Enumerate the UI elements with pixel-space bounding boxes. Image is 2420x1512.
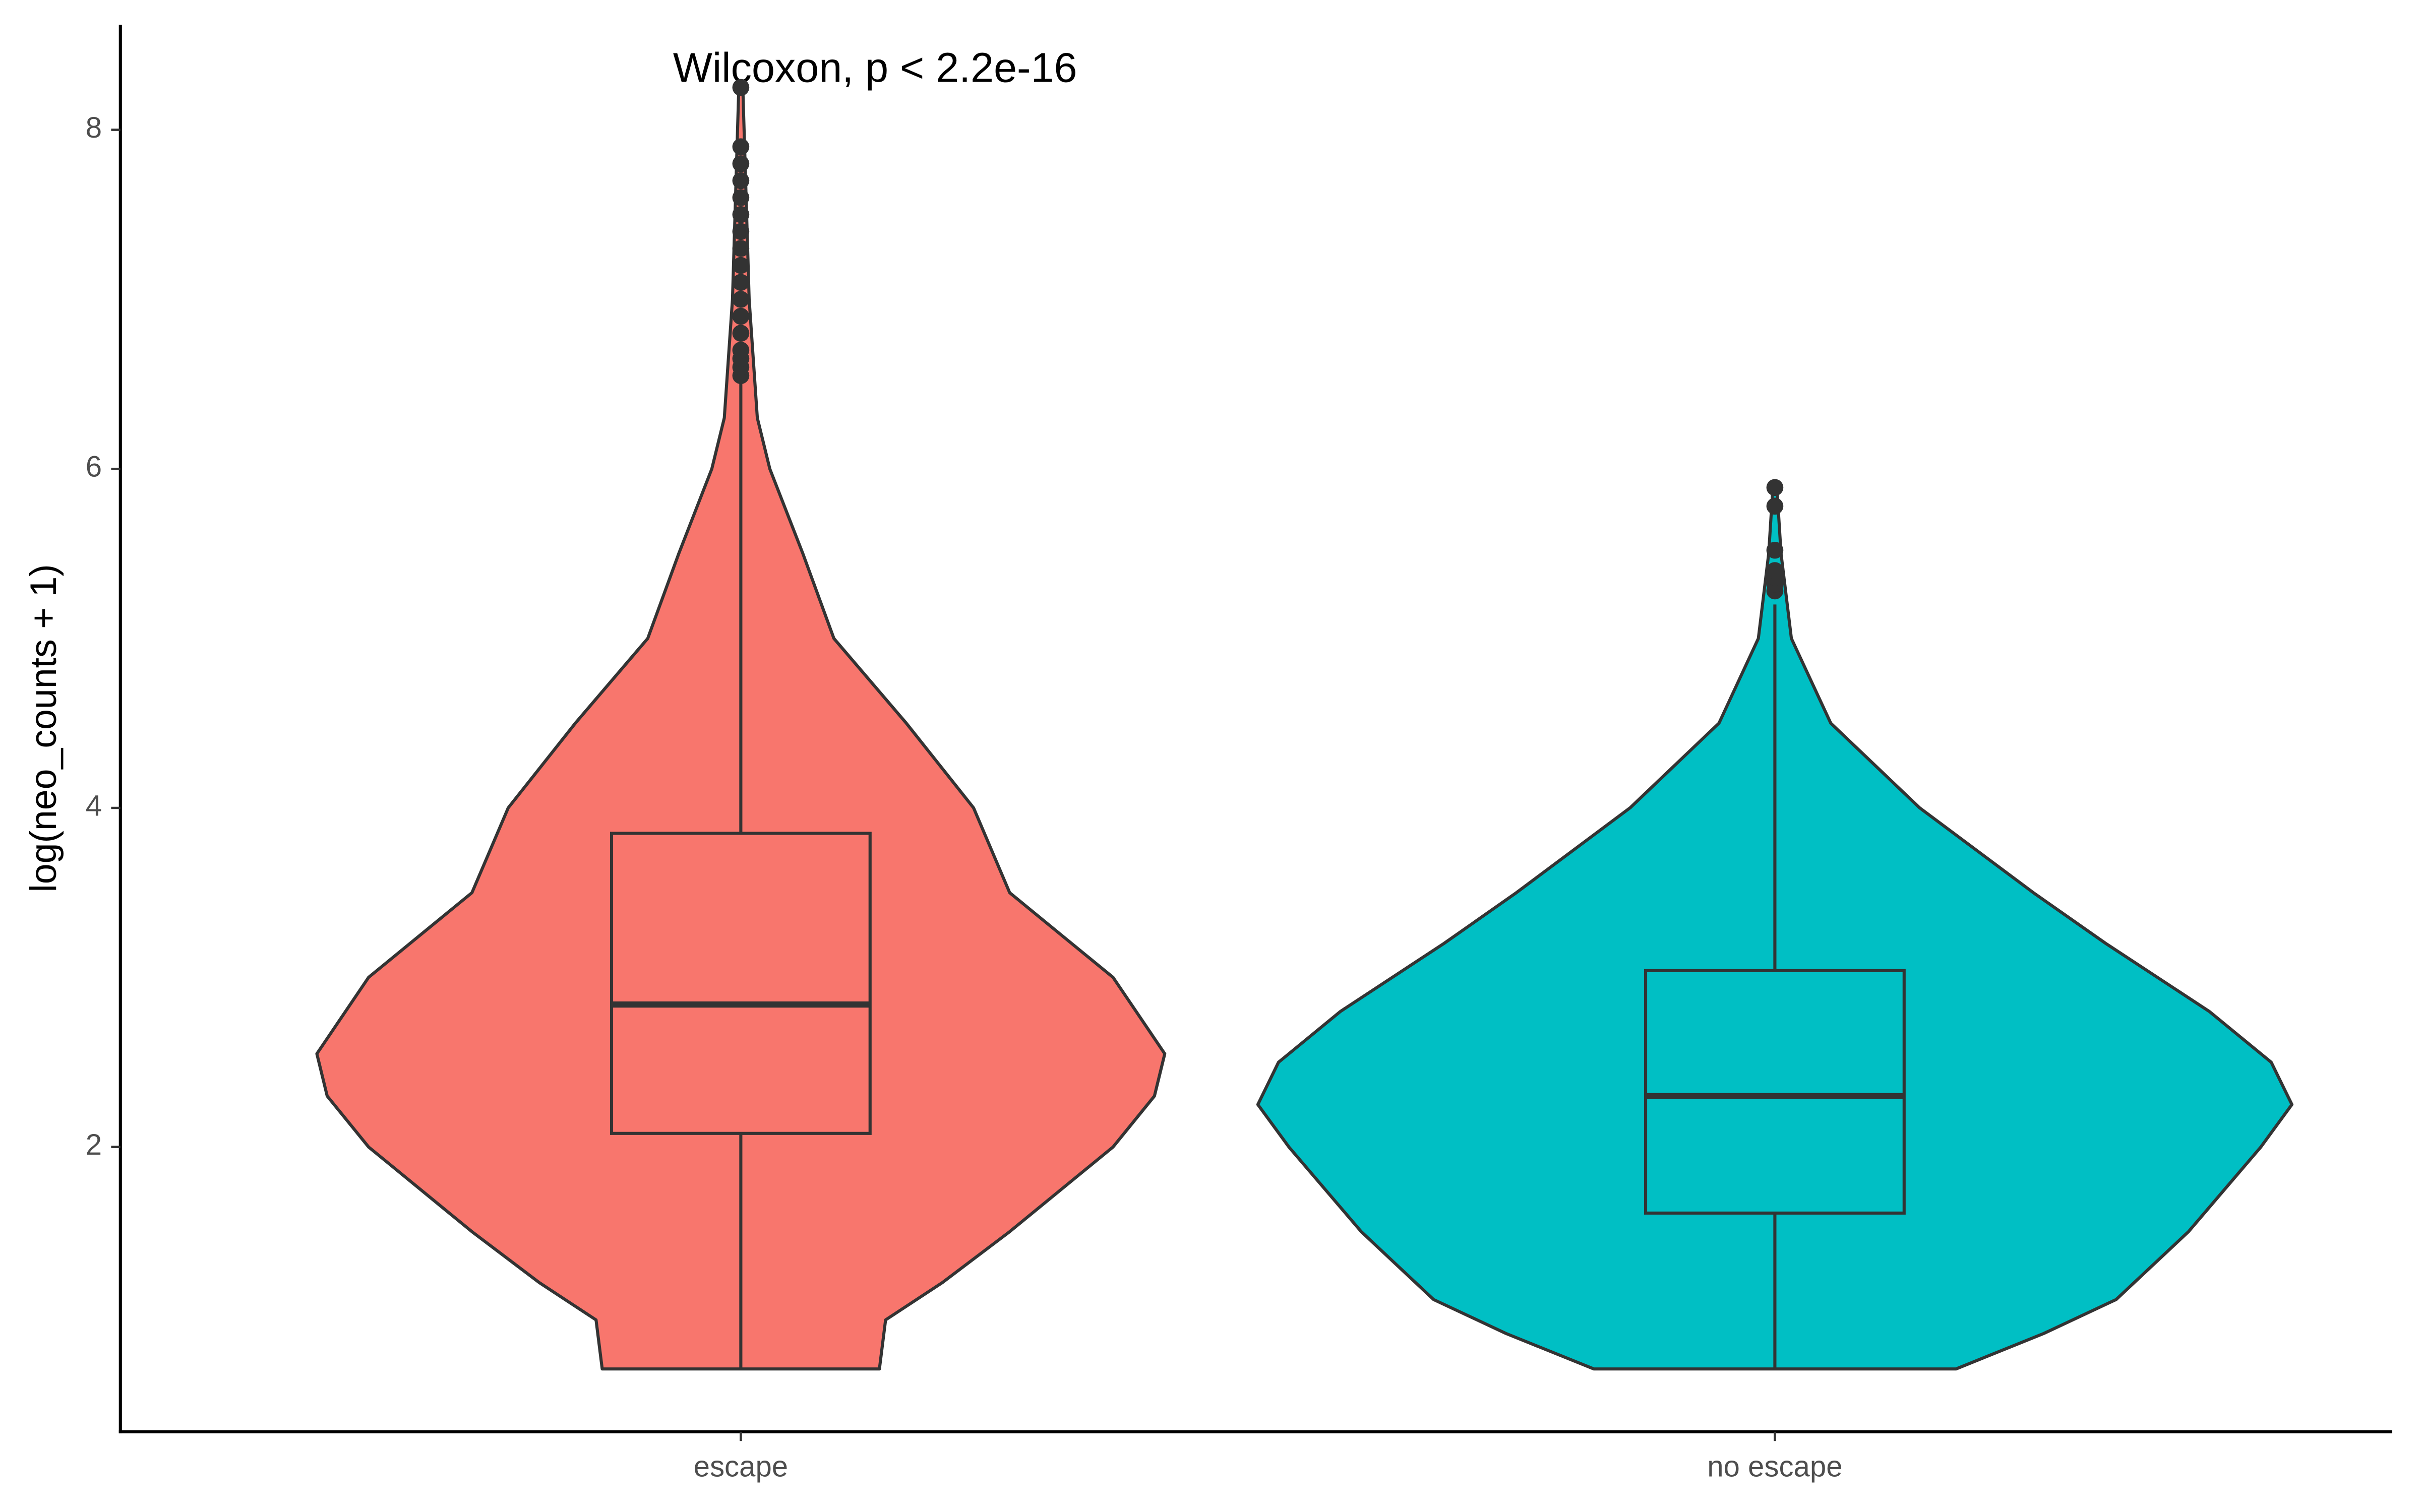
y-tick-label: 6 xyxy=(86,451,102,483)
y-tick-label: 2 xyxy=(86,1128,102,1161)
outlier xyxy=(732,325,750,342)
y-axis-label: log(neo_counts + 1) xyxy=(22,564,64,892)
outlier xyxy=(732,172,750,190)
outlier xyxy=(1766,562,1784,579)
outlier xyxy=(1766,541,1784,559)
outlier xyxy=(732,291,750,308)
outlier xyxy=(732,223,750,240)
outlier xyxy=(732,79,750,96)
outlier xyxy=(732,274,750,291)
box xyxy=(610,832,872,1135)
outlier xyxy=(732,307,750,325)
outlier xyxy=(732,138,750,155)
outlier xyxy=(732,240,750,257)
box xyxy=(1644,969,1906,1215)
y-tick-label: 8 xyxy=(86,111,102,144)
x-tick-label: escape xyxy=(694,1451,789,1483)
x-tick-label: no escape xyxy=(1707,1451,1842,1483)
outlier xyxy=(732,189,750,206)
outlier xyxy=(1766,479,1784,496)
outlier xyxy=(732,341,750,359)
y-tick-label: 4 xyxy=(86,789,102,822)
outlier xyxy=(732,206,750,223)
outlier xyxy=(1766,497,1784,515)
outlier xyxy=(732,257,750,274)
outlier xyxy=(732,155,750,172)
